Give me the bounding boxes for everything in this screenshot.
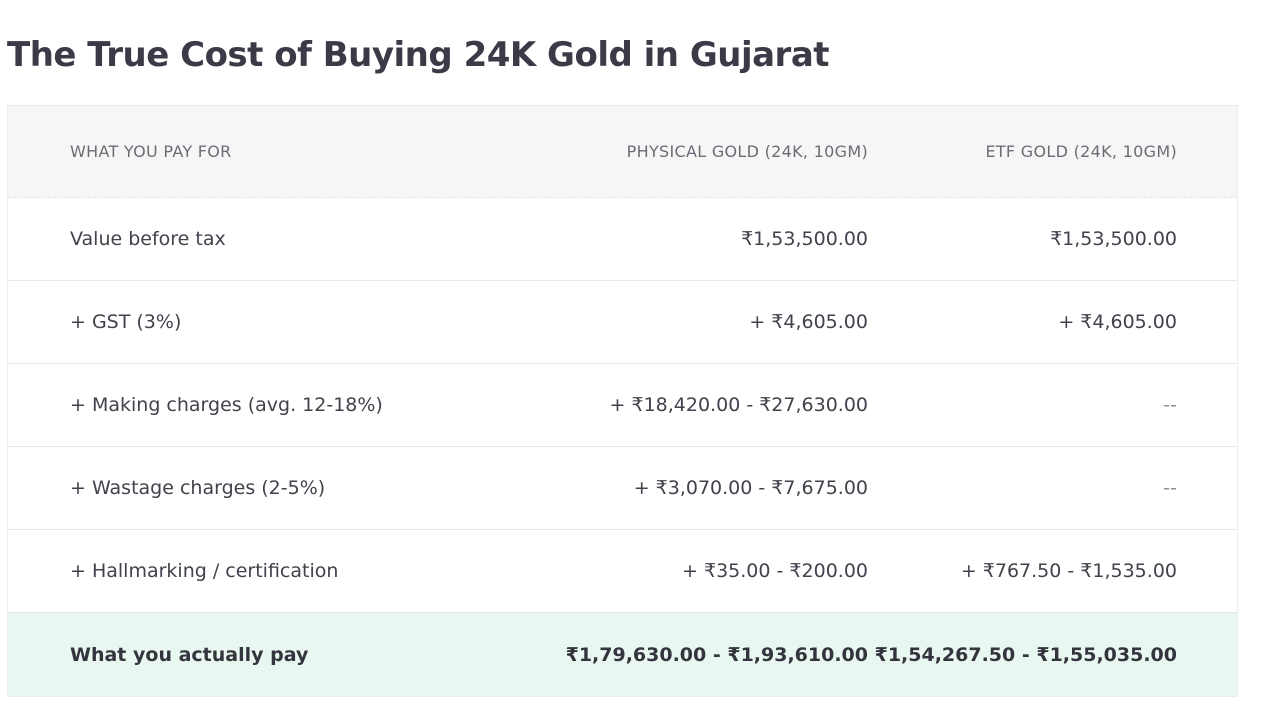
row-label: + GST (3%) <box>70 311 182 333</box>
physical-gold-value: + ₹35.00 - ₹200.00 <box>682 560 868 582</box>
row-label: + Hallmarking / certification <box>70 560 339 582</box>
etf-gold-value: -- <box>1163 477 1177 499</box>
table-header-row: WHAT YOU PAY FOR PHYSICAL GOLD (24K, 10G… <box>8 106 1237 198</box>
cost-comparison-table: WHAT YOU PAY FOR PHYSICAL GOLD (24K, 10G… <box>7 105 1238 697</box>
physical-gold-value: ₹1,53,500.00 <box>741 228 868 250</box>
table-row: + GST (3%) + ₹4,605.00 + ₹4,605.00 <box>8 281 1237 364</box>
table-row: + Making charges (avg. 12-18%) + ₹18,420… <box>8 364 1237 447</box>
etf-gold-value: + ₹4,605.00 <box>1058 311 1177 333</box>
column-header-etf-gold: ETF GOLD (24K, 10GM) <box>985 142 1177 161</box>
etf-gold-value: ₹1,53,500.00 <box>1050 228 1177 250</box>
total-label: What you actually pay <box>70 643 309 666</box>
row-label: Value before tax <box>70 228 226 250</box>
physical-gold-value: + ₹4,605.00 <box>749 311 868 333</box>
etf-gold-value: -- <box>1163 394 1177 416</box>
etf-gold-total: ₹1,54,267.50 - ₹1,55,035.00 <box>874 643 1177 666</box>
physical-gold-value: + ₹3,070.00 - ₹7,675.00 <box>633 477 868 499</box>
physical-gold-total: ₹1,79,630.00 - ₹1,93,610.00 <box>565 643 868 666</box>
column-header-physical-gold: PHYSICAL GOLD (24K, 10GM) <box>626 142 868 161</box>
etf-gold-value: + ₹767.50 - ₹1,535.00 <box>960 560 1177 582</box>
physical-gold-value: + ₹18,420.00 - ₹27,630.00 <box>609 394 868 416</box>
table-total-row: What you actually pay ₹1,79,630.00 - ₹1,… <box>8 613 1237 696</box>
column-header-what-you-pay-for: WHAT YOU PAY FOR <box>70 142 232 161</box>
page-title: The True Cost of Buying 24K Gold in Guja… <box>7 35 830 75</box>
table-row: + Hallmarking / certification + ₹35.00 -… <box>8 530 1237 613</box>
row-label: + Wastage charges (2-5%) <box>70 477 326 499</box>
row-label: + Making charges (avg. 12-18%) <box>70 394 383 416</box>
table-row: + Wastage charges (2-5%) + ₹3,070.00 - ₹… <box>8 447 1237 530</box>
table-row: Value before tax ₹1,53,500.00 ₹1,53,500.… <box>8 198 1237 281</box>
